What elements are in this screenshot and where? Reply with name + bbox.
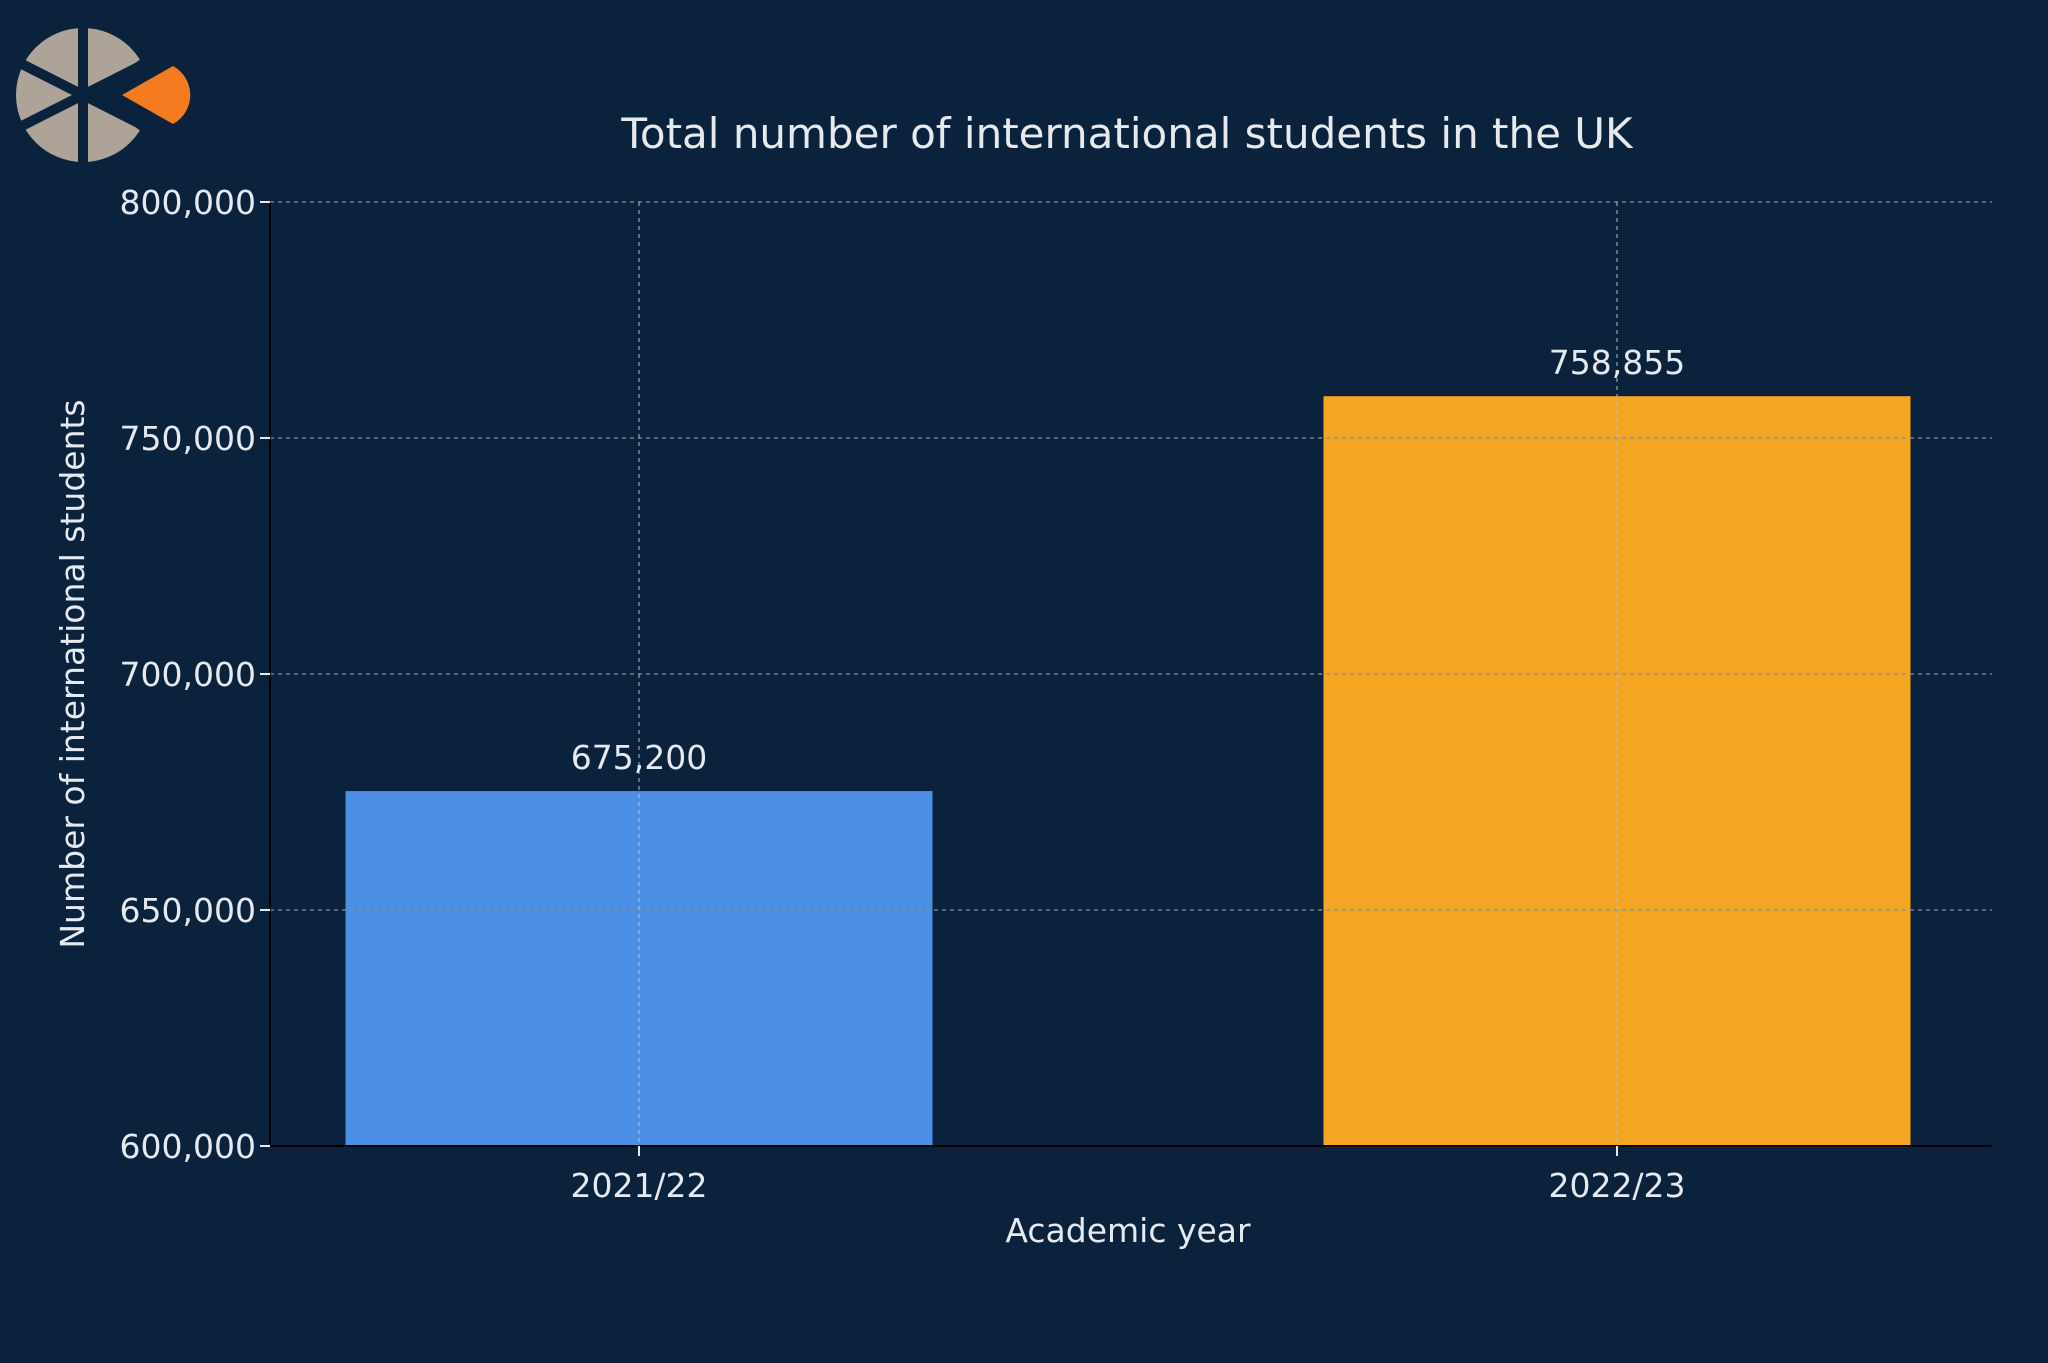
pinwheel-logo-icon <box>9 24 191 166</box>
value-labels: 675,200 758,855 <box>571 343 1685 777</box>
x-tick-label: 2021/22 <box>570 1166 707 1205</box>
bar-value-label: 675,200 <box>571 738 707 777</box>
y-tick-label: 800,000 <box>120 183 256 222</box>
y-axis-label: Number of international students <box>53 399 92 948</box>
x-ticks: 2021/22 2022/23 <box>570 1146 1686 1205</box>
y-tick-label: 750,000 <box>120 419 256 458</box>
x-tick-label: 2022/23 <box>1548 1166 1685 1205</box>
chart-title: Total number of international students i… <box>620 109 1634 158</box>
gridlines-overlay <box>270 201 1992 1146</box>
plot-area: 600,000 650,000 700,000 750,000 800,000 2021… <box>120 183 1992 1205</box>
logo-orange-wedge <box>122 66 191 124</box>
x-axis-label: Academic year <box>1005 1211 1251 1250</box>
y-ticks: 600,000 650,000 700,000 750,000 800,000 <box>120 183 270 1166</box>
bars <box>345 396 1911 1146</box>
bar-value-label: 758,855 <box>1549 343 1685 382</box>
y-tick-label: 700,000 <box>120 655 256 694</box>
y-tick-label: 600,000 <box>120 1127 256 1166</box>
y-tick-label: 650,000 <box>120 891 256 930</box>
